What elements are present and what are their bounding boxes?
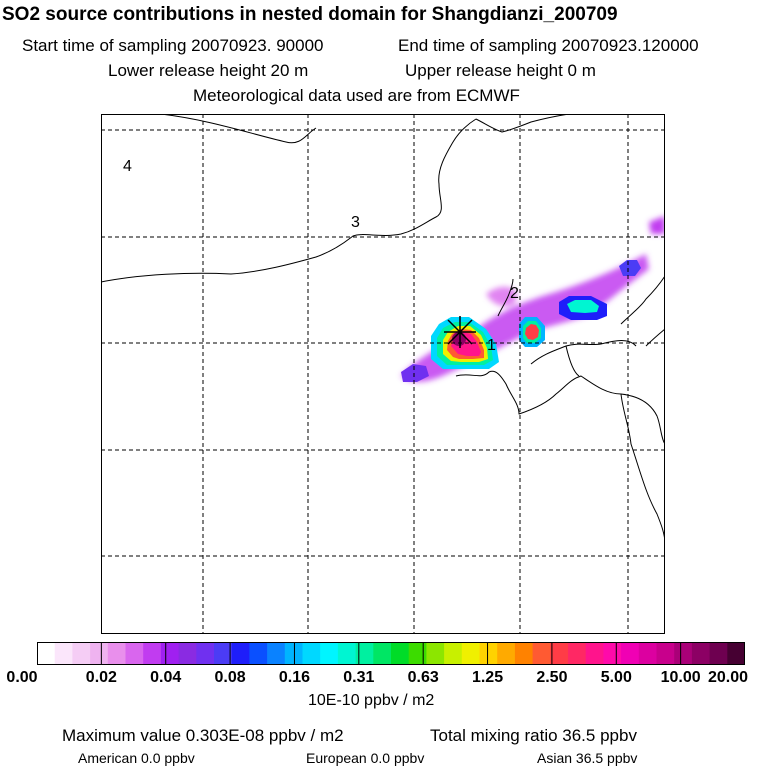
region-label-2: 2 xyxy=(510,285,519,302)
legend-swatch xyxy=(408,642,427,665)
met-data-source: Meteorological data used are from ECMWF xyxy=(193,86,520,105)
page-title: SO2 source contributions in nested domai… xyxy=(2,4,618,25)
legend-swatch xyxy=(160,642,180,665)
legend-swatch xyxy=(125,642,144,665)
station-marker-icon xyxy=(444,316,476,348)
legend-swatch xyxy=(337,642,357,665)
lower-release-height: Lower release height 20 m xyxy=(108,61,309,80)
legend-unit: 10E-10 ppbv / m2 xyxy=(308,692,435,709)
legend-swatch xyxy=(72,642,91,665)
legend-swatch xyxy=(497,642,516,665)
legend-swatch xyxy=(727,642,745,665)
american-contribution: American 0.0 ppbv xyxy=(78,750,195,766)
legend-swatch xyxy=(674,642,693,665)
legend-swatch xyxy=(214,642,233,665)
legend-swatch xyxy=(514,642,534,665)
legend-swatch xyxy=(532,642,551,665)
legend-swatch xyxy=(143,642,162,665)
total-mixing-ratio: Total mixing ratio 36.5 ppbv xyxy=(430,726,637,745)
legend-swatch xyxy=(54,642,73,665)
legend-swatch xyxy=(320,642,339,665)
legend-swatch xyxy=(638,642,658,665)
legend-swatch xyxy=(373,642,392,665)
legend-swatch xyxy=(656,642,675,665)
legend-swatch xyxy=(249,642,268,665)
legend-swatch xyxy=(284,642,304,665)
legend-swatch xyxy=(391,642,410,665)
legend-swatch xyxy=(479,642,498,665)
legend-swatch xyxy=(90,642,109,665)
region-label-3: 3 xyxy=(351,214,360,231)
legend-swatch xyxy=(603,642,622,665)
map-panel: 1 2 3 4 xyxy=(101,114,665,634)
legend-swatch xyxy=(355,642,374,665)
legend-tick-label: 0.00 xyxy=(6,669,38,686)
legend-tick-label: 10.00 xyxy=(660,669,701,686)
legend-tick-label: 5.00 xyxy=(600,669,632,686)
maximum-value: Maximum value 0.303E-08 ppbv / m2 xyxy=(62,726,344,745)
legend-swatch xyxy=(550,642,569,665)
legend-tick-label: 0.08 xyxy=(214,669,246,686)
legend-swatch xyxy=(107,642,127,665)
legend-tick-label: 0.16 xyxy=(278,669,311,686)
legend-swatch xyxy=(426,642,445,665)
end-time: End time of sampling 20070923.120000 xyxy=(398,36,699,55)
map-frame xyxy=(101,114,665,634)
legend-tick-label: 0.31 xyxy=(343,669,375,686)
color-legend xyxy=(37,642,745,665)
legend-tick-label: 20.00 xyxy=(707,669,749,686)
region-label-1: 1 xyxy=(487,337,496,354)
legend-swatch xyxy=(196,642,215,665)
legend-tick-label: 0.04 xyxy=(150,669,182,686)
coastline-boundaries xyxy=(101,114,665,545)
legend-swatch xyxy=(691,642,711,665)
legend-swatch xyxy=(709,642,728,665)
legend-tick-label: 0.63 xyxy=(407,669,439,686)
legend-swatch xyxy=(302,642,321,665)
european-contribution: European 0.0 ppbv xyxy=(306,750,425,766)
asian-contribution: Asian 36.5 ppbv xyxy=(537,750,638,766)
legend-swatch xyxy=(231,642,250,665)
region-label-4: 4 xyxy=(123,158,132,175)
legend-tick-label: 0.02 xyxy=(85,669,117,686)
legend-swatch xyxy=(178,642,197,665)
legend-swatch xyxy=(585,642,604,665)
upper-release-height: Upper release height 0 m xyxy=(405,61,596,80)
lat-lon-grid xyxy=(101,114,665,634)
legend-swatch xyxy=(568,642,587,665)
legend-swatch xyxy=(444,642,463,665)
start-time: Start time of sampling 20070923. 90000 xyxy=(22,36,324,55)
legend-tick-label: 2.50 xyxy=(536,669,568,686)
legend-swatch xyxy=(621,642,640,665)
concentration-plume xyxy=(401,216,665,382)
legend-swatch xyxy=(37,642,56,665)
legend-swatch xyxy=(267,642,286,665)
legend-tick-label: 1.25 xyxy=(471,669,504,686)
legend-swatch xyxy=(461,642,481,665)
